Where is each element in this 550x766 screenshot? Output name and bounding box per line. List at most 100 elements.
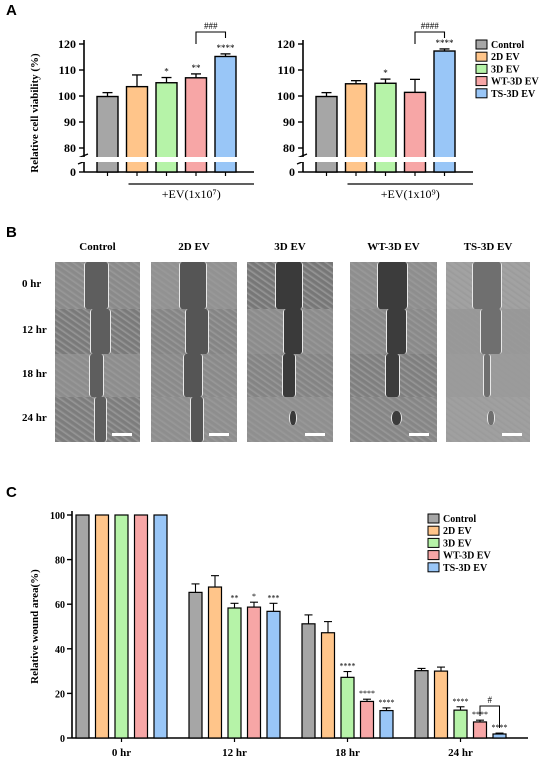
legendC-label-4: TS-3D EV <box>443 563 488 574</box>
panel-b-label: B <box>6 224 17 241</box>
scale-bar <box>112 433 132 436</box>
chartC-bar-3-0 <box>414 670 429 739</box>
chartC-bar-1-0 <box>188 591 203 739</box>
wound-gap-outline <box>184 309 210 354</box>
chartA-right-sig-label: * <box>383 68 388 78</box>
chartA-left-group-label: +EV(1x10⁷) <box>162 187 221 201</box>
legendC-swatch-1 <box>427 525 440 536</box>
wound-image-tile <box>350 397 437 442</box>
wound-image-tile <box>151 354 237 397</box>
wound-gap-outline <box>385 309 408 354</box>
chartC-bar-1-4 <box>266 610 281 739</box>
chartC-sig-label: *** <box>268 593 280 602</box>
chartC-bar-3-1 <box>433 670 449 739</box>
chartA-right-ytick-label: 100 <box>277 89 295 103</box>
chartC-sig-label: **** <box>379 698 395 707</box>
chartA-left-ytick-label: 90 <box>64 115 76 129</box>
chartA-right-ytick-label: 110 <box>278 63 295 77</box>
legendC-label-1: 2D EV <box>443 526 472 537</box>
chartC-bar-3-2 <box>453 709 468 739</box>
chartC-bar-2-3 <box>359 700 375 739</box>
chartC-bar-2-2 <box>340 676 355 739</box>
wound-image-tile <box>350 354 437 397</box>
chartC-sig-label: ** <box>231 593 239 602</box>
legendA-label-0: Control <box>491 40 524 51</box>
wound-image-tile <box>350 262 437 309</box>
row-label: 12 hr <box>22 323 47 336</box>
chartC-ytick-label: 60 <box>55 600 65 611</box>
scale-bar <box>502 433 522 436</box>
legendA-swatch-2 <box>475 63 488 74</box>
chartC-bar-2-1 <box>320 632 336 739</box>
column-label: WT-3D EV <box>367 241 420 253</box>
scale-bar <box>209 433 229 436</box>
chartA-right-sig-label: **** <box>436 38 455 48</box>
chartA-left-ytick-label: 0 <box>70 165 76 179</box>
wound-image-tile <box>55 262 140 309</box>
chartA-right-ytick-label: 120 <box>277 37 295 51</box>
chartA-right-break-strip <box>295 157 470 162</box>
wound-gap-outline <box>289 411 297 425</box>
chartA-left-ytick-label: 110 <box>59 63 76 77</box>
wound-gap-outline <box>189 397 204 442</box>
chartC-ytick-label: 0 <box>60 734 65 745</box>
legendC-label-0: Control <box>443 514 476 525</box>
wound-image-tile <box>446 262 530 309</box>
scale-bar <box>409 433 429 436</box>
row-label: 18 hr <box>22 367 47 380</box>
wound-image-tile <box>151 262 237 309</box>
wound-image-tile <box>446 309 530 354</box>
chartA-left-ytick-label: 100 <box>58 89 76 103</box>
chartC-bar-0-3 <box>133 514 149 739</box>
legendA-swatch-0 <box>475 39 488 50</box>
chartC-bar-3-4 <box>492 733 507 739</box>
chartC-bar-0-0 <box>75 514 90 739</box>
chartC-ylabel: Relative wound area(%) <box>29 569 41 684</box>
column-label: TS-3D EV <box>463 241 513 253</box>
panel-c-label: C <box>6 484 17 501</box>
column-label: 3D EV <box>274 241 306 253</box>
chartC-xtick-label: 18 hr <box>335 747 360 759</box>
chartC-xtick-label: 12 hr <box>222 747 247 759</box>
wound-image-tile <box>151 309 237 354</box>
legendC-swatch-2 <box>427 537 440 548</box>
chartC-sig-label: **** <box>453 697 469 706</box>
chartC-bar-0-1 <box>94 514 110 739</box>
chartA-right-ytick-label: 90 <box>283 115 295 129</box>
column-label: Control <box>79 241 116 253</box>
wound-gap-outline <box>384 354 401 397</box>
wound-gap-outline <box>183 354 203 397</box>
chartA-right-ytick-label: 0 <box>289 165 295 179</box>
panel-a-label: A <box>6 2 17 19</box>
chartA-left-sig-label: * <box>164 67 169 77</box>
wound-gap-outline <box>275 262 303 309</box>
wound-image-tile <box>55 354 140 397</box>
wound-image-tile <box>446 397 530 442</box>
wound-gap-outline <box>479 309 503 354</box>
chartC-bar-3-3 <box>472 721 488 739</box>
wound-gap-outline <box>90 309 111 354</box>
chartC-bracket <box>479 705 500 728</box>
chartC-bracket-label: # <box>488 695 493 705</box>
wound-gap-outline <box>471 262 503 309</box>
legendA-swatch-4 <box>475 88 488 99</box>
wound-gap-outline <box>84 262 109 309</box>
chartA-right-bar-4 <box>433 50 456 173</box>
legendA-swatch-1 <box>475 51 488 62</box>
wound-gap-outline <box>482 354 492 397</box>
chartA-left-bracket <box>195 31 227 44</box>
chartA-left-ytick-label: 80 <box>64 141 76 155</box>
chartC-bar-1-1 <box>207 586 223 739</box>
wound-image-tile <box>151 397 237 442</box>
scale-bar <box>305 433 325 436</box>
legendC-swatch-3 <box>427 550 440 561</box>
wound-image-tile <box>55 309 140 354</box>
chartC-sig-label: **** <box>340 662 356 671</box>
wound-image-tile <box>446 354 530 397</box>
wound-image-tile <box>247 354 333 397</box>
chartC-bar-0-4 <box>153 514 168 739</box>
wound-image-tile <box>247 397 333 442</box>
legendC-swatch-0 <box>427 513 440 524</box>
legendA-label-2: 3D EV <box>491 64 520 75</box>
